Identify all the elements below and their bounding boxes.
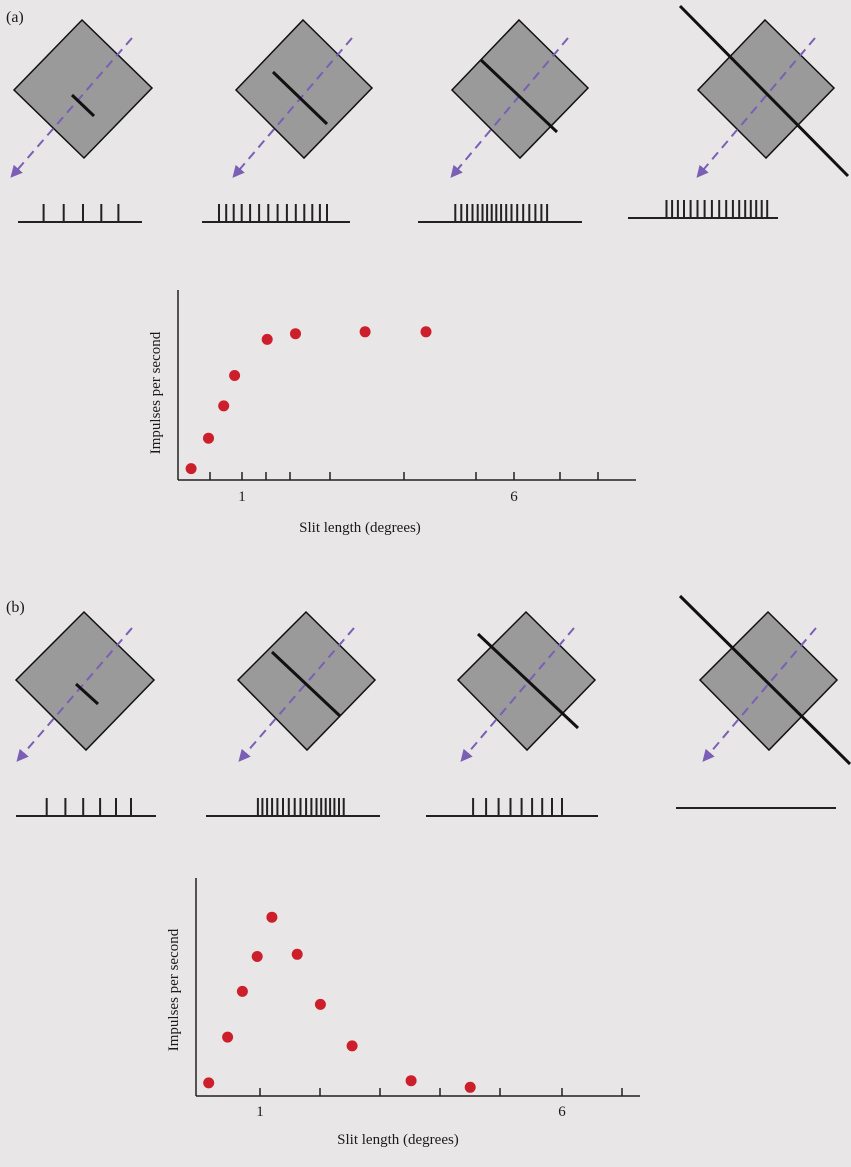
spike-train-b2: [206, 798, 380, 817]
x-tick-label: 6: [558, 1104, 566, 1120]
receptive-field: [450, 18, 590, 160]
receptive-field: [234, 18, 374, 160]
light-slit: [70, 93, 96, 118]
stimulus-a3: [450, 18, 590, 178]
light-slit: [270, 650, 342, 718]
receptive-field: [14, 610, 156, 752]
motion-direction-arrow: [10, 37, 133, 178]
motion-direction-arrow: [450, 37, 569, 178]
data-point: [229, 370, 241, 381]
data-point: [346, 1040, 358, 1052]
y-axis-title: Impulses per second: [166, 928, 182, 1051]
data-point: [359, 326, 371, 338]
data-point: [464, 1081, 476, 1093]
data-point: [222, 1031, 234, 1043]
data-point: [261, 333, 273, 345]
x-tick-label: 1: [256, 1104, 264, 1120]
panel-b-label: (b): [6, 599, 25, 616]
receptive-field: [12, 18, 154, 160]
data-point: [203, 432, 214, 444]
panel-a-label: (a): [6, 9, 24, 26]
stimulus-b2: [236, 610, 377, 762]
stimulus-b1: [14, 610, 156, 762]
data-point: [290, 328, 301, 340]
receptive-field: [698, 610, 839, 752]
y-axis-title: Impulses per second: [148, 331, 164, 454]
stimulus-b3: [456, 610, 597, 762]
light-slit: [678, 594, 851, 766]
x-tick-label: 6: [510, 489, 518, 505]
x-axis-title: Slit length (degrees): [337, 1132, 459, 1148]
scatter-plot-a: 1 6 Slit length (degrees) Impulses per s…: [148, 290, 636, 536]
data-point: [405, 1075, 417, 1087]
stimulus-a4: [678, 4, 850, 178]
spike-train-a3: [418, 204, 582, 223]
data-point: [314, 998, 326, 1010]
data-point: [203, 1077, 215, 1089]
stimulus-a2: [232, 18, 374, 178]
spike-train-a2: [202, 204, 350, 223]
spike-train-b3: [426, 798, 598, 817]
scatter-plot-b: 1 6 Slit length (degrees) Impulses per s…: [166, 878, 640, 1148]
light-slit: [678, 4, 850, 178]
data-point: [420, 326, 432, 338]
panel-b: (b): [6, 594, 851, 1148]
data-point: [236, 985, 248, 997]
data-point: [185, 463, 197, 475]
x-axis-title: Slit length (degrees): [299, 520, 421, 536]
spike-train-b1: [16, 798, 156, 817]
data-point: [251, 951, 263, 962]
light-slit: [479, 58, 559, 134]
light-slit: [74, 682, 100, 706]
panel-a: (a): [6, 4, 850, 536]
data-point: [291, 948, 303, 960]
stimulus-a1: [10, 18, 154, 178]
stimulus-b4: [678, 594, 851, 766]
motion-direction-arrow: [696, 37, 816, 178]
motion-direction-arrow: [232, 37, 353, 178]
spike-train-a1: [18, 204, 142, 223]
light-slit: [271, 70, 329, 126]
light-slit: [476, 632, 580, 730]
data-point: [218, 400, 230, 412]
spike-train-a4: [628, 200, 778, 219]
data-point: [266, 911, 278, 923]
x-tick-label: 1: [238, 489, 246, 505]
receptive-field: [236, 610, 377, 752]
